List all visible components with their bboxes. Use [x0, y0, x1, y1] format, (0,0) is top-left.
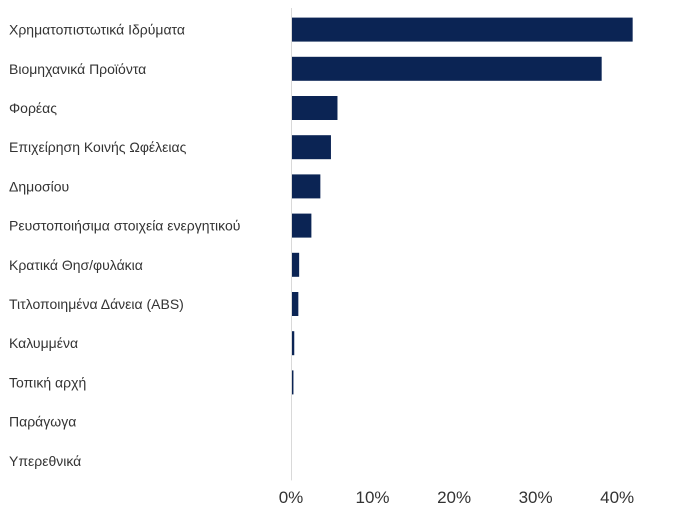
category-label: Καλυμμένα — [9, 335, 78, 351]
bar — [291, 331, 295, 356]
x-tick-label: 30% — [519, 488, 553, 507]
category-label: Κρατικά Θησ/φυλάκια — [9, 257, 143, 273]
category-label: Δημοσίου — [9, 178, 69, 194]
x-tick-label: 40% — [600, 488, 634, 507]
category-label: Επιχείρηση Κοινής Ωφέλειας — [9, 139, 187, 155]
bar — [291, 213, 312, 238]
x-tick-label: 10% — [356, 488, 390, 507]
bar — [291, 96, 338, 120]
category-labels: Χρηματοπιστωτικά Ιδρύματα Βιομηχανικά Προ… — [9, 22, 240, 469]
bar — [291, 135, 331, 160]
x-axis: 0% 10% 20% 30% 40% — [279, 8, 634, 507]
bar — [291, 252, 300, 277]
bar — [291, 370, 294, 395]
category-label: Βιομηχανικά Προϊόντα — [9, 61, 146, 77]
bar — [291, 56, 602, 81]
category-label: Τιτλοποιημένα Δάνεια (ABS) — [9, 296, 184, 312]
category-label: Χρηματοπιστωτικά Ιδρύματα — [9, 22, 185, 38]
x-tick-label: 0% — [279, 488, 304, 507]
bars — [291, 17, 633, 395]
bar — [291, 17, 633, 42]
category-label: Υπερεθνικά — [9, 453, 81, 469]
x-tick-label: 20% — [437, 488, 471, 507]
category-label: Παράγωγα — [9, 414, 76, 430]
category-label: Φορέας — [9, 100, 57, 116]
bar — [291, 292, 299, 316]
bar — [291, 174, 321, 199]
category-label: Τοπική αρχή — [9, 374, 86, 390]
category-label: Ρευστοποιήσιμα στοιχεία ενεργητικού — [9, 218, 240, 234]
